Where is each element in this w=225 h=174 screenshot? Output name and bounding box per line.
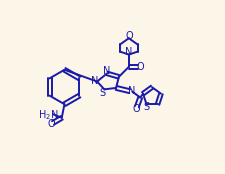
Text: O: O <box>137 62 145 72</box>
Text: O: O <box>125 31 133 41</box>
Text: N: N <box>103 65 110 76</box>
Text: S: S <box>100 88 106 98</box>
Text: N: N <box>91 76 99 86</box>
Text: O: O <box>48 119 55 129</box>
Text: H$_2$N: H$_2$N <box>38 108 58 122</box>
Text: O: O <box>133 104 140 114</box>
Text: N: N <box>128 86 136 96</box>
Text: N: N <box>125 47 133 57</box>
Text: S: S <box>143 102 149 112</box>
